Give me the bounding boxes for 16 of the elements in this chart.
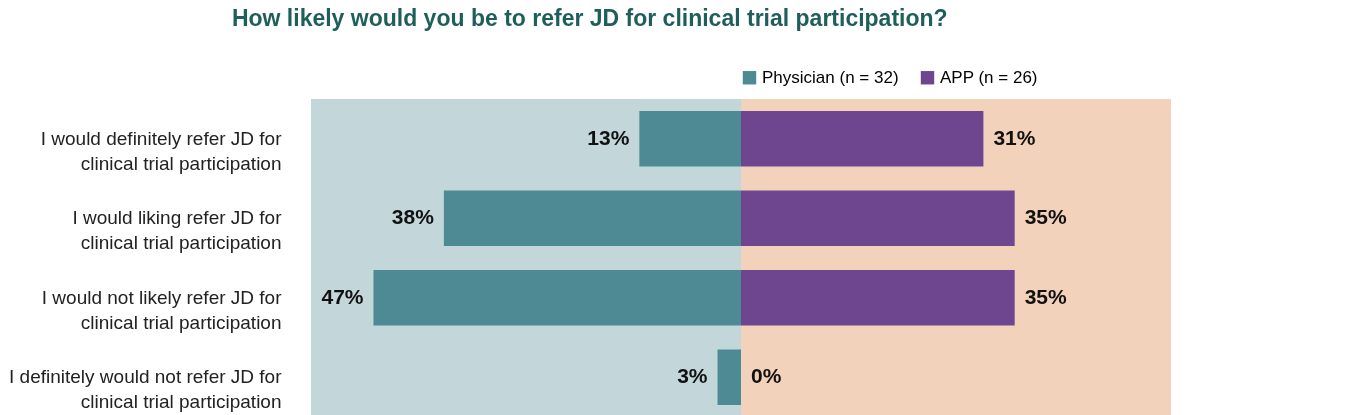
y-tick-label: I would not likely refer JD for clinical trial participation xyxy=(41,286,283,333)
data-label: 35% xyxy=(1024,205,1068,229)
y-tick-label: I would definitely refer JD for clinical trial participation xyxy=(40,127,283,174)
data-label: 31% xyxy=(993,125,1036,149)
y-tick-label: I definitely would not refer JD for clinical trial participation xyxy=(9,366,283,413)
y-tick-label: I would liking refer JD for clinical trial participation xyxy=(72,207,283,254)
chart-title: How likely would you be to refer JD for clinical trial participation? xyxy=(231,5,948,31)
data-label: 3% xyxy=(677,364,708,388)
data-label: 13% xyxy=(587,125,630,149)
data-label: 38% xyxy=(391,205,435,229)
data-label: 0% xyxy=(751,364,782,388)
legend-label: Physician (n = 32) xyxy=(762,67,899,87)
data-label: 47% xyxy=(321,284,364,308)
data-label: 35% xyxy=(1024,284,1068,308)
legend-label: APP (n = 26) xyxy=(940,67,1038,87)
bar xyxy=(717,349,741,406)
